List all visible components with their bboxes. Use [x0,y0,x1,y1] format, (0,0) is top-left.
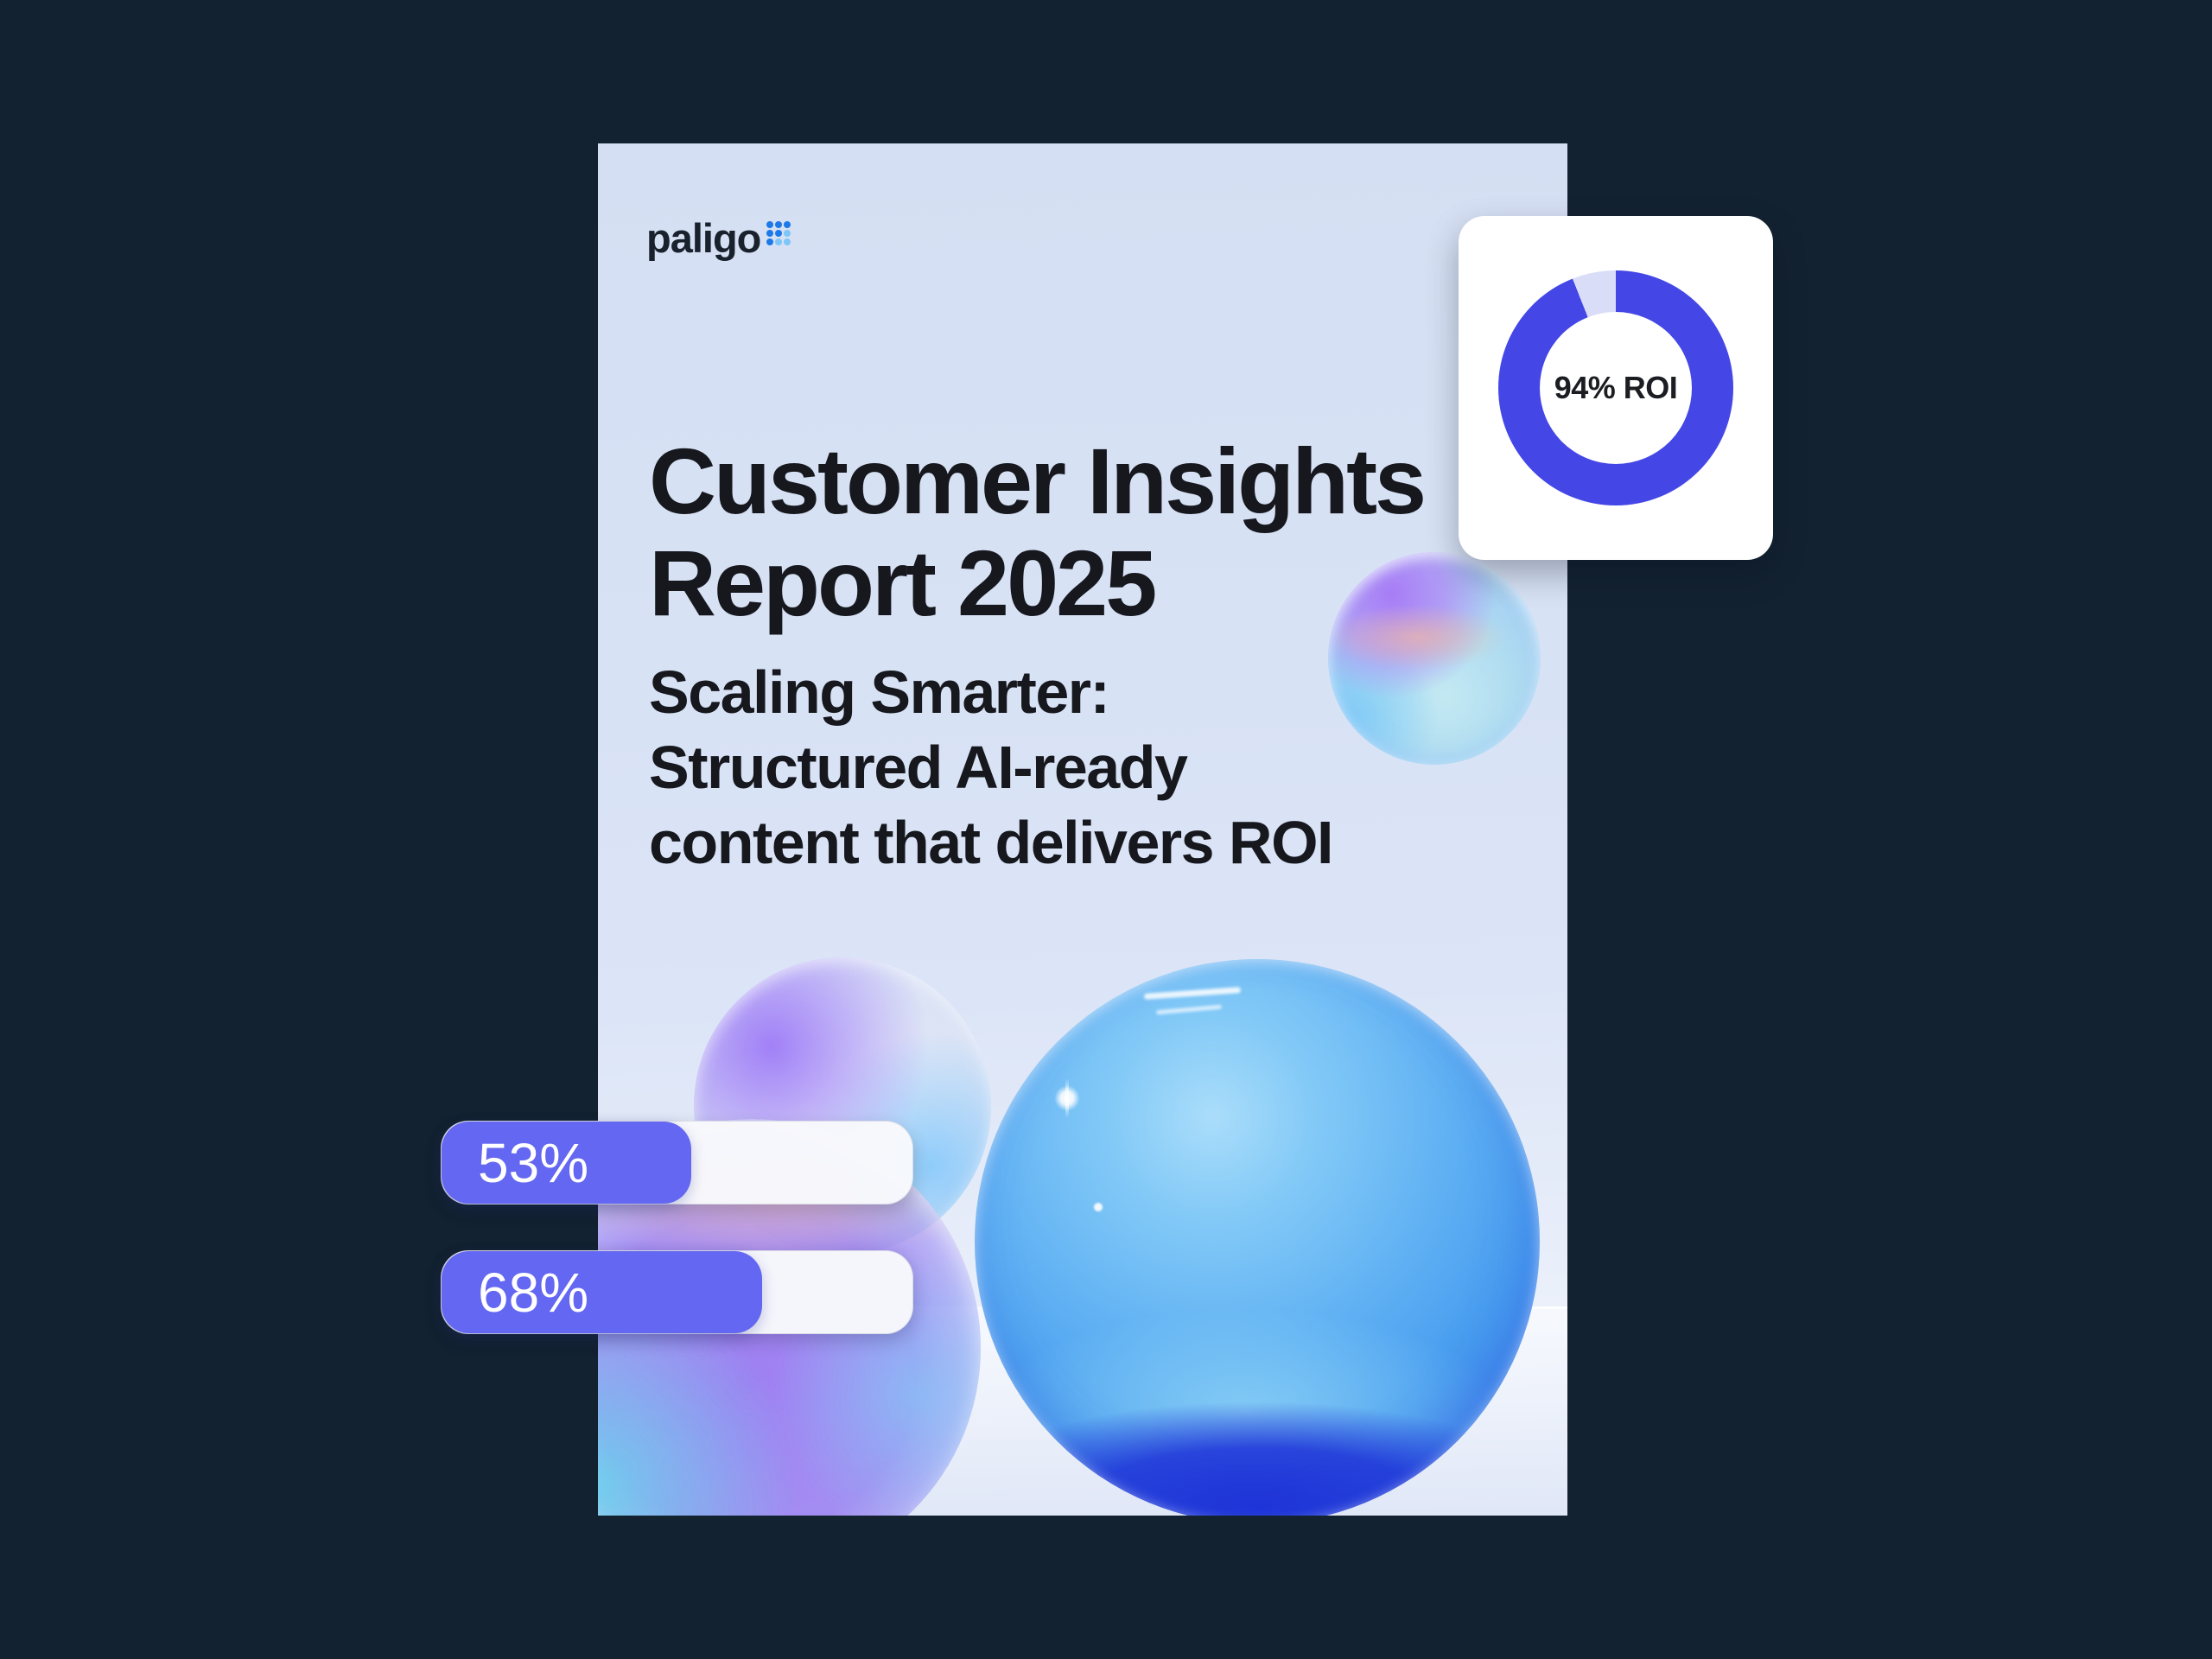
logo-dot [775,221,783,228]
report-cover: paligo Customer Insights Report 2025 Sca… [598,143,1567,1516]
logo-dot [775,230,783,237]
logo-dot [784,230,791,237]
holographic-bubble [1328,552,1541,765]
sphere-reflection-streak [1143,987,1242,1000]
report-subtitle-line3: content that delivers ROI [649,809,1333,876]
paligo-logo: paligo [646,215,791,261]
report-title: Customer Insights Report 2025 [649,429,1427,635]
sphere-reflection-streak [1155,1004,1223,1015]
stat-bar-2: 68% [441,1250,913,1334]
roi-card: 94% ROI [1459,216,1773,560]
logo-dot [766,238,774,245]
roi-value-label: 94% ROI [1554,370,1678,405]
roi-donut-hole: 94% ROI [1540,312,1692,464]
paligo-logo-text: paligo [646,215,761,261]
stat-bar-1-label: 53% [478,1131,589,1194]
stat-bar-1: 53% [441,1121,913,1205]
stat-bar-2-fill: 68% [442,1251,762,1333]
stat-bar-1-fill: 53% [442,1122,691,1204]
logo-dot [766,230,774,237]
sphere-sparkle-highlight [1054,1078,1080,1118]
paligo-logo-dots-icon [766,221,791,245]
report-title-line1: Customer Insights [649,429,1427,533]
logo-dot [766,221,774,228]
report-subtitle: Scaling Smarter: Structured AI-ready con… [649,655,1333,880]
roi-donut-chart: 94% ROI [1498,270,1733,505]
report-subtitle-line2: Structured AI-ready [649,734,1188,801]
logo-dot [775,238,783,245]
report-subtitle-line1: Scaling Smarter: [649,658,1110,726]
blue-glass-sphere [975,959,1540,1516]
logo-dot [784,221,791,228]
report-title-line2: Report 2025 [649,531,1157,635]
logo-dot [784,238,791,245]
stat-bar-2-label: 68% [478,1261,589,1324]
sphere-glint [1094,1203,1103,1211]
